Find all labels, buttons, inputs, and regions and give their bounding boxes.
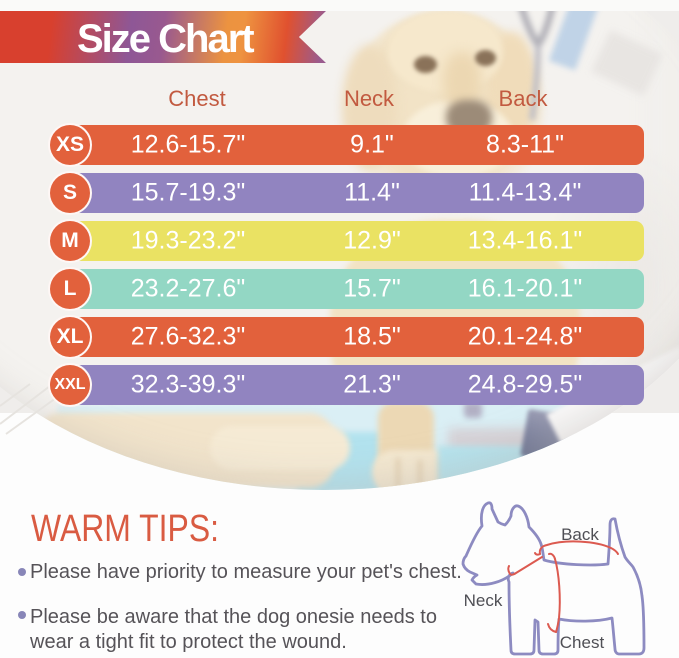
- svg-text:Neck: Neck: [464, 591, 503, 610]
- svg-text:Back: Back: [561, 525, 599, 544]
- svg-text:Chest: Chest: [560, 633, 605, 652]
